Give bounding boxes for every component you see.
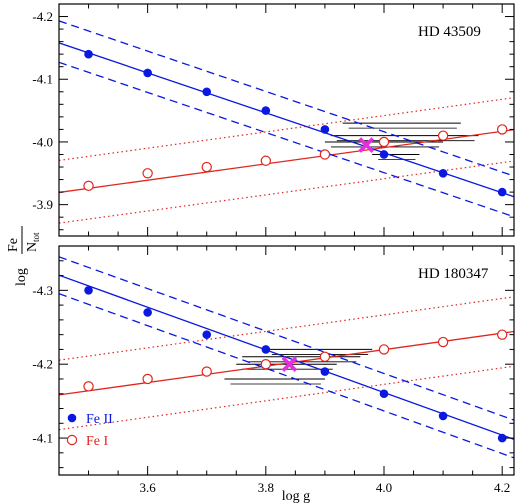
y-tick-label: -4.3: [32, 283, 53, 298]
panel-frame: [58, 3, 515, 237]
panel-plot-area: [59, 256, 514, 459]
fe2-point: [202, 87, 212, 97]
panel-star-label: HD 43509: [418, 24, 481, 40]
solution-cross-b: [358, 137, 375, 153]
fe1-point: [378, 344, 390, 355]
fe2-band-upper: [59, 20, 514, 177]
legend-label: Fe II: [86, 412, 113, 427]
y-tick-label: -4.1: [32, 431, 53, 446]
fe2-point: [143, 68, 152, 78]
fe2-band-lower: [59, 61, 514, 218]
y-axis-title: log Fe N tot: [6, 226, 41, 286]
y-axis-numerator: Fe: [6, 238, 21, 252]
x-tick-label: 3.8: [258, 480, 274, 495]
y-tick-label: -3.9: [32, 197, 53, 212]
fe1-point: [378, 136, 390, 148]
fe2-band-lower: [59, 293, 514, 459]
solution-cross-b: [281, 356, 298, 372]
fe1-point: [260, 155, 272, 166]
fe2-band-upper: [59, 256, 514, 421]
fe1-point: [83, 381, 94, 392]
panel-hd-180347: -4.3 -4.2 -4.1 HD 180347: [32, 245, 515, 476]
fe2-point: [84, 49, 93, 59]
fe2-point: [261, 345, 271, 354]
legend: Fe II Fe I: [66, 412, 113, 449]
fe1-point: [437, 130, 449, 141]
fe1-band-upper: [59, 296, 514, 361]
fe2-point: [143, 308, 152, 317]
fe1-point: [319, 351, 331, 363]
fe2-point: [379, 389, 389, 399]
x-tick-label: 4.0: [376, 480, 392, 495]
fe1-point: [142, 373, 153, 385]
fe2-point: [320, 367, 330, 376]
x-tick-label: 3.6: [140, 480, 157, 495]
legend-label: Fe I: [86, 434, 109, 449]
legend-marker-fe2: [67, 413, 77, 423]
fe1-point: [496, 124, 508, 135]
fe2-point: [202, 330, 212, 339]
panel-hd-43509: -4.2 -4.1 -4.0 -3.9 HD 43509: [32, 3, 515, 237]
x-tick-labels: 3.6 3.8 4.0 4.2: [140, 480, 511, 495]
panel-star-label: HD 180347: [418, 266, 489, 282]
panel-frame: [58, 245, 515, 476]
fe1-point: [201, 161, 212, 173]
fe2-point: [84, 286, 93, 295]
fe2-point: [438, 168, 448, 178]
fe2-point: [438, 411, 448, 421]
fe2-point: [320, 125, 330, 134]
fe1-band-lower: [59, 365, 514, 431]
y-tick-label: -4.1: [32, 72, 53, 87]
fe2-fit-line: [59, 274, 514, 440]
legend-marker-fe1: [66, 434, 78, 446]
fe1-point: [319, 149, 331, 160]
fe1-band-upper: [59, 97, 514, 162]
x-tick-label: 4.2: [494, 480, 510, 495]
y-tick-label: -4.0: [32, 134, 53, 149]
y-axis-denominator-sub: tot: [31, 232, 41, 242]
fe1-point: [437, 336, 449, 348]
fe1-point: [201, 366, 212, 377]
fe2-point: [497, 433, 507, 443]
fe1-fit-line: [59, 129, 514, 194]
y-axis-denominator: N: [25, 242, 40, 252]
x-axis-title: log g: [282, 489, 310, 503]
fe1-point: [142, 168, 153, 179]
fe1-point: [496, 329, 508, 340]
fe2-point: [261, 106, 271, 115]
fe2-point: [497, 187, 507, 197]
fe2-fit-line: [59, 42, 514, 198]
fe2-point: [379, 150, 389, 159]
y-tick-label: -4.2: [32, 9, 53, 24]
fe1-point: [260, 358, 272, 370]
y-tick-label: -4.2: [32, 357, 53, 372]
y-axis-prefix: log: [14, 268, 29, 286]
fe1-point: [83, 180, 94, 192]
panel-plot-area: [59, 20, 514, 224]
